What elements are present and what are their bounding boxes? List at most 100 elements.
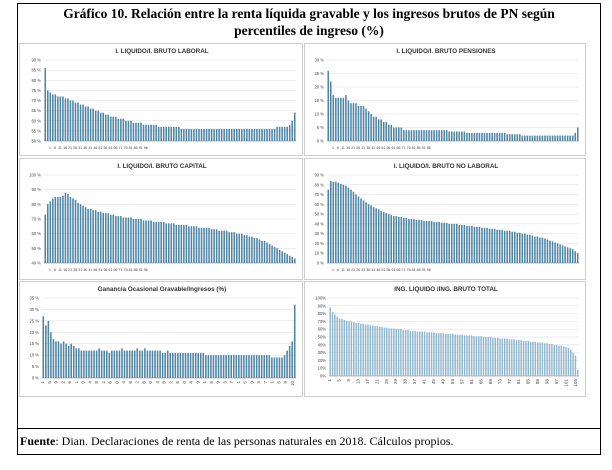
source-row: Fuente: Dian. Declaraciones de renta de … <box>17 428 601 455</box>
bar <box>208 227 210 263</box>
bar <box>544 343 546 376</box>
bar <box>253 128 256 141</box>
x-tick-label: 81 <box>129 146 133 150</box>
bar <box>570 349 572 376</box>
bar <box>541 135 544 141</box>
bar <box>506 230 508 263</box>
x-tick-label: 69 <box>488 379 493 385</box>
chart-title: I. LIQUIDO/I. BRUTO CAPITAL <box>117 163 206 170</box>
bar <box>243 355 245 378</box>
bar <box>98 348 100 378</box>
y-tick-label: 60 % <box>314 202 324 207</box>
x-tick-label: 4 <box>87 381 92 384</box>
bar <box>44 68 47 141</box>
bar <box>360 198 362 263</box>
bar <box>409 330 412 376</box>
bar <box>241 233 243 263</box>
x-tick-label: 2 <box>101 381 106 384</box>
bar <box>203 227 205 263</box>
x-tick-label: 41 <box>88 268 92 272</box>
bar <box>456 131 458 141</box>
bar <box>521 135 524 141</box>
bar <box>225 128 228 141</box>
y-tick-label: 85 % <box>31 68 41 73</box>
bar <box>489 337 492 376</box>
bar <box>347 100 350 141</box>
bar <box>157 221 160 263</box>
bar <box>347 187 350 263</box>
bar <box>496 229 498 263</box>
bar <box>167 223 170 263</box>
bar <box>195 128 198 141</box>
bar <box>493 132 496 141</box>
x-tick-label: 56 <box>103 268 107 272</box>
bar <box>433 332 435 376</box>
bar <box>215 128 218 141</box>
bar <box>102 112 104 141</box>
bar <box>145 220 147 263</box>
bar <box>574 132 576 141</box>
bar <box>423 220 425 263</box>
bar <box>546 135 549 141</box>
bar <box>70 343 72 378</box>
bar <box>62 96 64 141</box>
bar <box>67 346 70 378</box>
x-tick-label: 11 <box>58 268 62 272</box>
x-tick-label: 51 <box>381 268 385 272</box>
bar <box>374 326 376 376</box>
x-tick-label: 46 <box>376 146 380 150</box>
bar <box>357 105 360 141</box>
bar <box>85 350 88 378</box>
bar <box>393 328 395 376</box>
bar <box>261 128 263 141</box>
x-tick-label: 66 <box>397 146 401 150</box>
bar <box>97 211 99 263</box>
bar <box>390 328 393 376</box>
chart-panel-no-laboral: I. LIQUIDO/I. BRUTO NO LABORAL 0 % 10 % 20 … <box>304 158 586 280</box>
bar <box>551 135 554 141</box>
bar <box>161 352 164 378</box>
x-tick-label: 81 <box>412 268 416 272</box>
bar <box>567 347 570 376</box>
bar <box>273 246 276 263</box>
x-tick-label: 91 <box>139 268 143 272</box>
bar <box>159 350 161 378</box>
bar <box>395 329 397 376</box>
bar <box>534 135 536 141</box>
bar <box>350 321 353 376</box>
x-tick-label: 6 <box>108 381 113 384</box>
bar <box>183 128 185 141</box>
bar <box>122 217 125 263</box>
bar <box>561 135 564 141</box>
bar <box>268 355 271 378</box>
bar <box>508 134 511 141</box>
bar <box>534 236 536 263</box>
x-tick-label: 71 <box>119 146 123 150</box>
bar <box>452 333 454 376</box>
bar <box>576 253 579 263</box>
bar <box>213 128 215 141</box>
y-tick-label: 70 % <box>314 192 324 197</box>
bar <box>108 352 111 378</box>
y-tick-label: 50 % <box>31 139 41 144</box>
bar <box>572 352 574 376</box>
bar <box>565 347 567 376</box>
bar <box>293 112 296 141</box>
bar <box>485 337 487 376</box>
bar <box>291 341 293 378</box>
chart-title: I. LIQUIDO/I. BRUTO NO LABORAL <box>394 163 499 170</box>
figure-title-line2: percentiles de ingreso (%) <box>234 23 384 38</box>
bar <box>377 209 380 263</box>
bar <box>263 241 266 263</box>
bar <box>190 226 193 263</box>
bar <box>281 357 283 378</box>
bar <box>380 119 382 141</box>
y-tick-label: 30% <box>318 350 327 355</box>
x-tick-label: 61 <box>108 146 112 150</box>
bar <box>327 189 330 263</box>
x-tick-label: 16 <box>63 146 67 150</box>
bar <box>483 132 486 141</box>
bar <box>554 135 556 141</box>
bar <box>276 126 278 141</box>
bar <box>79 104 82 141</box>
